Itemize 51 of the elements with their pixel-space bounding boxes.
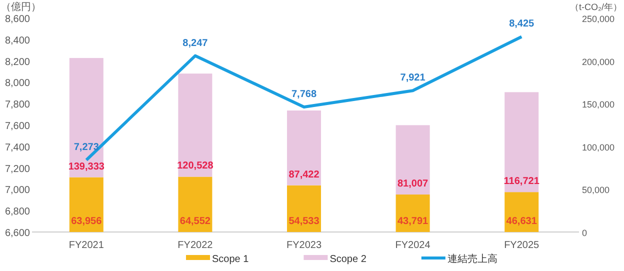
y-tick-label: 7,400	[4, 142, 30, 154]
data-label: 8,247	[182, 38, 208, 49]
legend-label: 連結売上高	[447, 253, 498, 265]
bar	[178, 74, 212, 177]
y-tick-label: 7,800	[4, 100, 30, 111]
bar	[396, 125, 430, 195]
data-label: 87,422	[288, 169, 320, 180]
data-label: 54,533	[288, 216, 320, 227]
bar	[178, 176, 212, 232]
x-tick-label: FY2022	[178, 240, 214, 251]
y2-tick-label: 50,000	[582, 185, 610, 196]
y2-axis-title: （t-CO₂/年）	[570, 2, 622, 12]
y2-tick-label: 250,000	[582, 14, 615, 24]
legend-label: Scope 2	[330, 254, 367, 265]
data-label: 139,333	[68, 161, 105, 172]
bar	[504, 92, 539, 192]
data-label: 7,768	[291, 89, 317, 100]
x-tick-label: FY2024	[395, 240, 431, 251]
y-tick-label: 7,600	[4, 121, 30, 132]
data-label: 116,721	[504, 176, 540, 188]
data-label: 81,007	[398, 178, 429, 190]
y2-tick-label: 200,000	[582, 56, 615, 67]
x-tick-label: FY2023	[286, 240, 322, 251]
data-label: 7,921	[400, 72, 426, 84]
y-tick-label: 6,800	[4, 206, 30, 218]
y-tick-label: 7,000	[4, 185, 30, 196]
data-label: 120,528	[177, 160, 214, 172]
bar	[69, 177, 104, 232]
bar	[504, 192, 539, 232]
y-tick-label: 6,600	[4, 228, 30, 239]
bar	[287, 185, 321, 232]
legend-label: Scope 1	[212, 254, 250, 265]
bar	[287, 110, 321, 186]
x-tick-label: FY2025	[504, 240, 540, 251]
x-tick-label: FY2021	[68, 240, 104, 251]
bar	[69, 58, 104, 178]
y-tick-label: 8,200	[4, 56, 30, 68]
y-tick-label: 8,600	[4, 14, 30, 25]
bar	[396, 194, 430, 232]
y-tick-label: 7,200	[4, 164, 30, 175]
y-tick-label: 8,400	[4, 35, 30, 46]
data-label: 46,631	[506, 216, 538, 227]
data-label: 43,791	[398, 216, 429, 227]
y-tick-label: 8,000	[4, 78, 30, 90]
y2-tick-label: 100,000	[582, 142, 615, 152]
y2-tick-label: 0	[582, 228, 588, 238]
y2-tick-label: 150,000	[582, 100, 615, 110]
y-axis-title: （億円）	[1, 1, 41, 13]
data-label: 8,425	[509, 18, 535, 30]
data-label: 64,552	[180, 216, 211, 227]
data-label: 63,956	[71, 216, 102, 227]
